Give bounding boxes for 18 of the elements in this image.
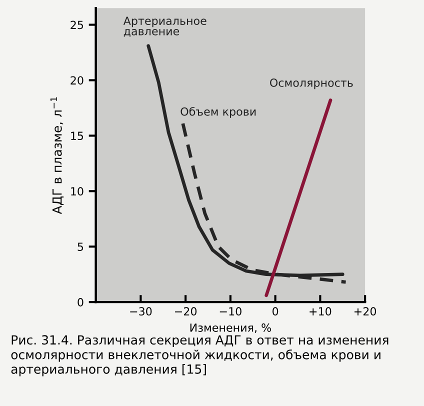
text: Рис. 31.4. Различная секреция АДГ в ответ на изменения осмолярности внеклеточной жидкости, объема крови и артериального давления [15] xyxy=(11,335,388,376)
x-tick-label: 0 xyxy=(272,307,278,316)
x-tick-label: +10 xyxy=(310,307,332,316)
x-tick-label: −20 xyxy=(175,307,197,316)
y-tick-label: 5 xyxy=(78,242,84,251)
series-label: Объем крови xyxy=(180,106,256,118)
x-axis-title: Изменения, % xyxy=(190,323,271,333)
text: Осмолярность xyxy=(270,78,353,90)
x-tick-label: +20 xyxy=(354,307,376,316)
y-tick-label: 0 xyxy=(78,298,84,306)
y-tick-label: 20 xyxy=(70,76,84,85)
x-tick-label: −10 xyxy=(220,307,242,316)
y-axis-title: АДГ в плазме, л$^{−1}$ xyxy=(50,97,64,214)
y-tick-label: 15 xyxy=(71,132,84,140)
x-tick-label: −30 xyxy=(130,307,152,316)
text: Артериальное давление xyxy=(123,16,206,37)
y-tick-label: 25 xyxy=(70,20,84,30)
y-tick-label: 10 xyxy=(71,187,84,196)
